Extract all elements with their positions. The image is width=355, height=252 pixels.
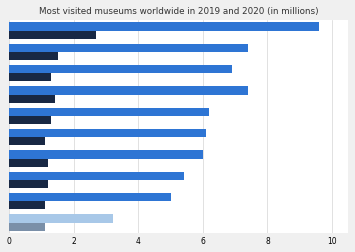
Bar bbox=[9, 172, 184, 180]
Bar bbox=[9, 215, 113, 223]
Bar bbox=[9, 180, 48, 188]
Title: Most visited museums worldwide in 2019 and 2020 (in millions): Most visited museums worldwide in 2019 a… bbox=[39, 7, 318, 16]
Bar bbox=[9, 74, 51, 82]
Bar bbox=[9, 193, 171, 201]
Bar bbox=[9, 116, 51, 124]
Bar bbox=[9, 138, 45, 146]
Bar bbox=[9, 87, 248, 95]
Bar bbox=[9, 32, 97, 40]
Bar bbox=[9, 151, 203, 159]
Bar bbox=[9, 201, 45, 210]
Bar bbox=[9, 130, 206, 138]
Bar bbox=[9, 223, 45, 231]
Bar bbox=[9, 95, 55, 103]
Bar bbox=[9, 45, 248, 53]
Bar bbox=[9, 23, 319, 32]
Bar bbox=[9, 66, 232, 74]
Bar bbox=[9, 53, 58, 61]
Bar bbox=[9, 108, 209, 116]
Bar bbox=[9, 159, 48, 167]
